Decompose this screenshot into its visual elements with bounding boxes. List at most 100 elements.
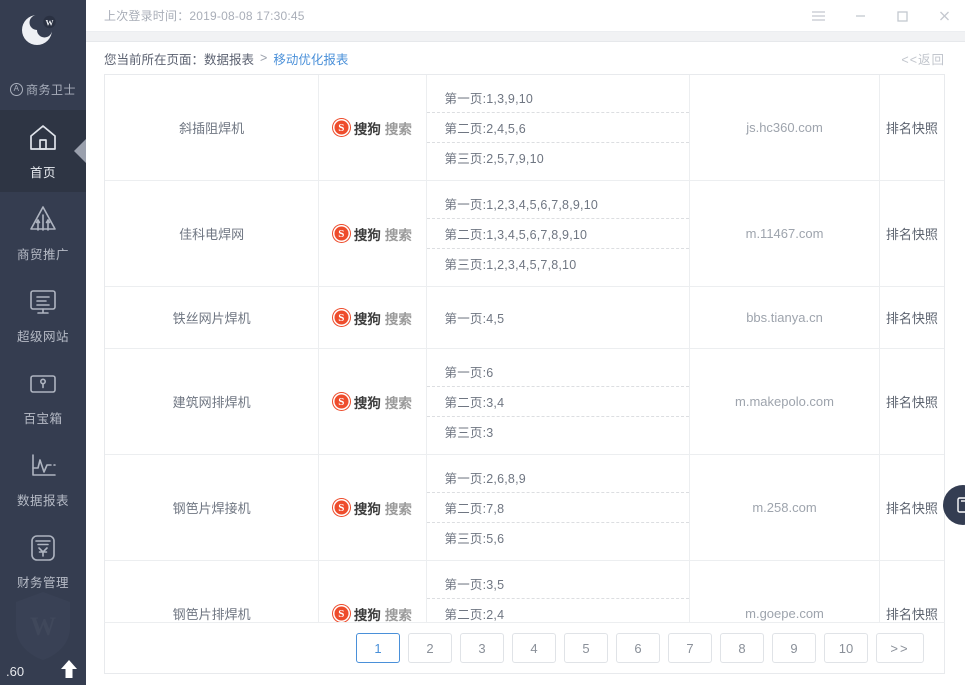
action-cell[interactable]: 排名快照: [879, 454, 944, 561]
pagination-page-4[interactable]: 4: [512, 633, 556, 663]
sogou-logo: S 搜狗 搜索: [323, 604, 421, 622]
keyword-cell: 佳科电焊网: [105, 180, 320, 287]
rank-snapshot-link[interactable]: 排名快照: [885, 311, 938, 326]
chart-icon: [26, 449, 60, 483]
titlebar-shadow: [86, 32, 965, 42]
table-row: 铁丝网片焊机 S 搜狗 搜索 第一页:4,5: [105, 286, 944, 349]
sidebar-version: .60: [6, 664, 25, 679]
sogou-badge-icon: S: [332, 309, 350, 326]
page-rank-row: 第一页:6: [426, 357, 690, 387]
sogou-badge-icon: S: [332, 225, 350, 242]
domain-label: m.11467.com: [745, 226, 824, 241]
rank-snapshot-link[interactable]: 排名快照: [885, 227, 938, 242]
keyword-cell: 钢笆片排焊机: [105, 560, 320, 622]
sogou-logo: S 搜狗 搜索: [323, 308, 421, 328]
action-cell[interactable]: 排名快照: [879, 286, 944, 349]
maximize-icon[interactable]: [881, 0, 923, 31]
action-cell[interactable]: 排名快照: [879, 348, 944, 455]
keyword-label: 铁丝网片焊机: [172, 311, 251, 326]
content-footer-gap: [104, 674, 945, 685]
login-time-label: 上次登录时间：2019-08-08 17:30:45: [104, 9, 305, 23]
hamburger-menu-icon[interactable]: [797, 0, 839, 31]
page-rank-row: 第二页:7,8: [426, 493, 690, 523]
engine-cell: S 搜狗 搜索: [318, 75, 427, 181]
rank-snapshot-link[interactable]: 排名快照: [885, 395, 938, 410]
minimize-icon[interactable]: [839, 0, 881, 31]
breadcrumb-current-link[interactable]: 移动优化报表: [273, 52, 349, 67]
rank-snapshot-link[interactable]: 排名快照: [885, 501, 938, 516]
keyword-cell: 斜插阻焊机: [105, 75, 320, 181]
sogou-logo: S 搜狗 搜索: [323, 118, 421, 138]
sogou-badge-icon: S: [332, 119, 350, 136]
pagination-page-10[interactable]: 10: [824, 633, 868, 663]
pagination-page-5[interactable]: 5: [564, 633, 608, 663]
action-cell[interactable]: 排名快照: [879, 560, 944, 622]
breadcrumb: 您当前所在页面：数据报表 > 移动优化报表 <<返回: [104, 42, 945, 74]
pages-cell: 第一页:6 第二页:3,4 第三页:3: [426, 348, 691, 455]
pages-cell: 第一页:1,2,3,4,5,6,7,8,9,10 第二页:1,3,4,5,6,7…: [426, 180, 691, 287]
pagination-page-9[interactable]: 9: [772, 633, 816, 663]
rank-snapshot-link[interactable]: 排名快照: [885, 121, 938, 136]
finance-icon: [26, 531, 60, 565]
action-cell[interactable]: 排名快照: [879, 180, 944, 287]
back-link[interactable]: <<返回: [901, 52, 945, 67]
close-icon[interactable]: [923, 0, 965, 31]
engine-name-light: 搜索: [384, 395, 412, 411]
pagination-next-button[interactable]: >>: [876, 633, 924, 663]
engine-cell: S 搜狗 搜索: [318, 286, 427, 349]
page-rank-row: 第一页:4,5: [444, 312, 505, 326]
action-cell[interactable]: 排名快照: [879, 75, 944, 181]
sidebar-nav: 首页 商贸推广: [0, 110, 86, 602]
pages-cell: 第一页:2,6,8,9 第二页:7,8 第三页:5,6: [426, 454, 691, 561]
engine-name-light: 搜索: [384, 501, 412, 517]
page-rank-row: 第三页:5,6: [444, 532, 505, 546]
sidebar-item-label: 数据报表: [16, 494, 69, 508]
sidebar-item-finance[interactable]: 财务管理: [0, 520, 86, 602]
sogou-logo: S 搜狗 搜索: [323, 498, 421, 518]
sidebar-item-home[interactable]: 首页: [0, 110, 86, 192]
table-row: 建筑网排焊机 S 搜狗 搜索 第一页:6: [105, 348, 944, 455]
engine-name-bold: 搜狗: [353, 395, 381, 411]
pagination-page-6[interactable]: 6: [616, 633, 660, 663]
sidebar-item-reports[interactable]: 数据报表: [0, 438, 86, 520]
page-rank-list: 第一页:6 第二页:3,4 第三页:3: [426, 349, 690, 454]
domain-cell: bbs.tianya.cn: [689, 286, 880, 349]
pagination-page-2[interactable]: 2: [408, 633, 452, 663]
promotion-icon: [26, 203, 60, 237]
page-rank-row: 第三页:2,5,7,9,10: [444, 152, 544, 166]
table-row: 佳科电焊网 S 搜狗 搜索 第一页:1,2,3,4,5,6,7,8,9,: [105, 180, 944, 287]
sidebar-item-website[interactable]: 超级网站: [0, 274, 86, 356]
sidebar-watermark-icon: W: [12, 589, 74, 663]
engine-cell: S 搜狗 搜索: [318, 454, 427, 561]
page-rank-row: 第三页:3: [444, 426, 494, 440]
sidebar-item-promotion[interactable]: 商贸推广: [0, 192, 86, 274]
engine-name-bold: 搜狗: [353, 227, 381, 243]
page-rank-list: 第一页:1,2,3,4,5,6,7,8,9,10 第二页:1,3,4,5,6,7…: [426, 181, 690, 286]
pages-cell: 第一页:3,5 第二页:2,4 第三页:3,8,10: [426, 560, 691, 622]
scroll-up-icon[interactable]: [60, 659, 78, 679]
keyword-label: 钢笆片排焊机: [172, 607, 251, 622]
pagination-page-7[interactable]: 7: [668, 633, 712, 663]
sogou-logo: S 搜狗 搜索: [323, 224, 421, 244]
table-row: 钢笆片焊接机 S 搜狗 搜索 第一页:2,6,8,9: [105, 454, 944, 561]
titlebar: 上次登录时间：2019-08-08 17:30:45: [86, 0, 965, 32]
pagination-page-3[interactable]: 3: [460, 633, 504, 663]
website-icon: [26, 285, 60, 319]
brand: W: [0, 0, 86, 78]
page-rank-row: 第三页:1,2,3,4,5,7,8,10: [444, 258, 577, 272]
floating-service-badge[interactable]: [943, 485, 965, 525]
page-rank-row: 第二页:2,4: [427, 599, 690, 622]
sidebar-item-toolbox[interactable]: 百宝箱: [0, 356, 86, 438]
main-area: 上次登录时间：2019-08-08 17:30:45: [86, 0, 965, 685]
brand-name: A 商务卫士: [0, 78, 86, 100]
domain-cell: m.makepolo.com: [689, 348, 880, 455]
domain-label: m.goepe.com: [745, 606, 824, 621]
table-row: 钢笆片排焊机 S 搜狗 搜索 第一页:3,5: [105, 560, 944, 622]
domain-cell: js.hc360.com: [689, 75, 880, 181]
pagination-page-8[interactable]: 8: [720, 633, 764, 663]
engine-name-bold: 搜狗: [353, 501, 381, 517]
rank-snapshot-link[interactable]: 排名快照: [885, 607, 938, 622]
pages-cell: 第一页:4,5: [426, 286, 691, 349]
pagination-page-1[interactable]: 1: [356, 633, 400, 663]
sogou-badge-icon: S: [332, 393, 350, 410]
